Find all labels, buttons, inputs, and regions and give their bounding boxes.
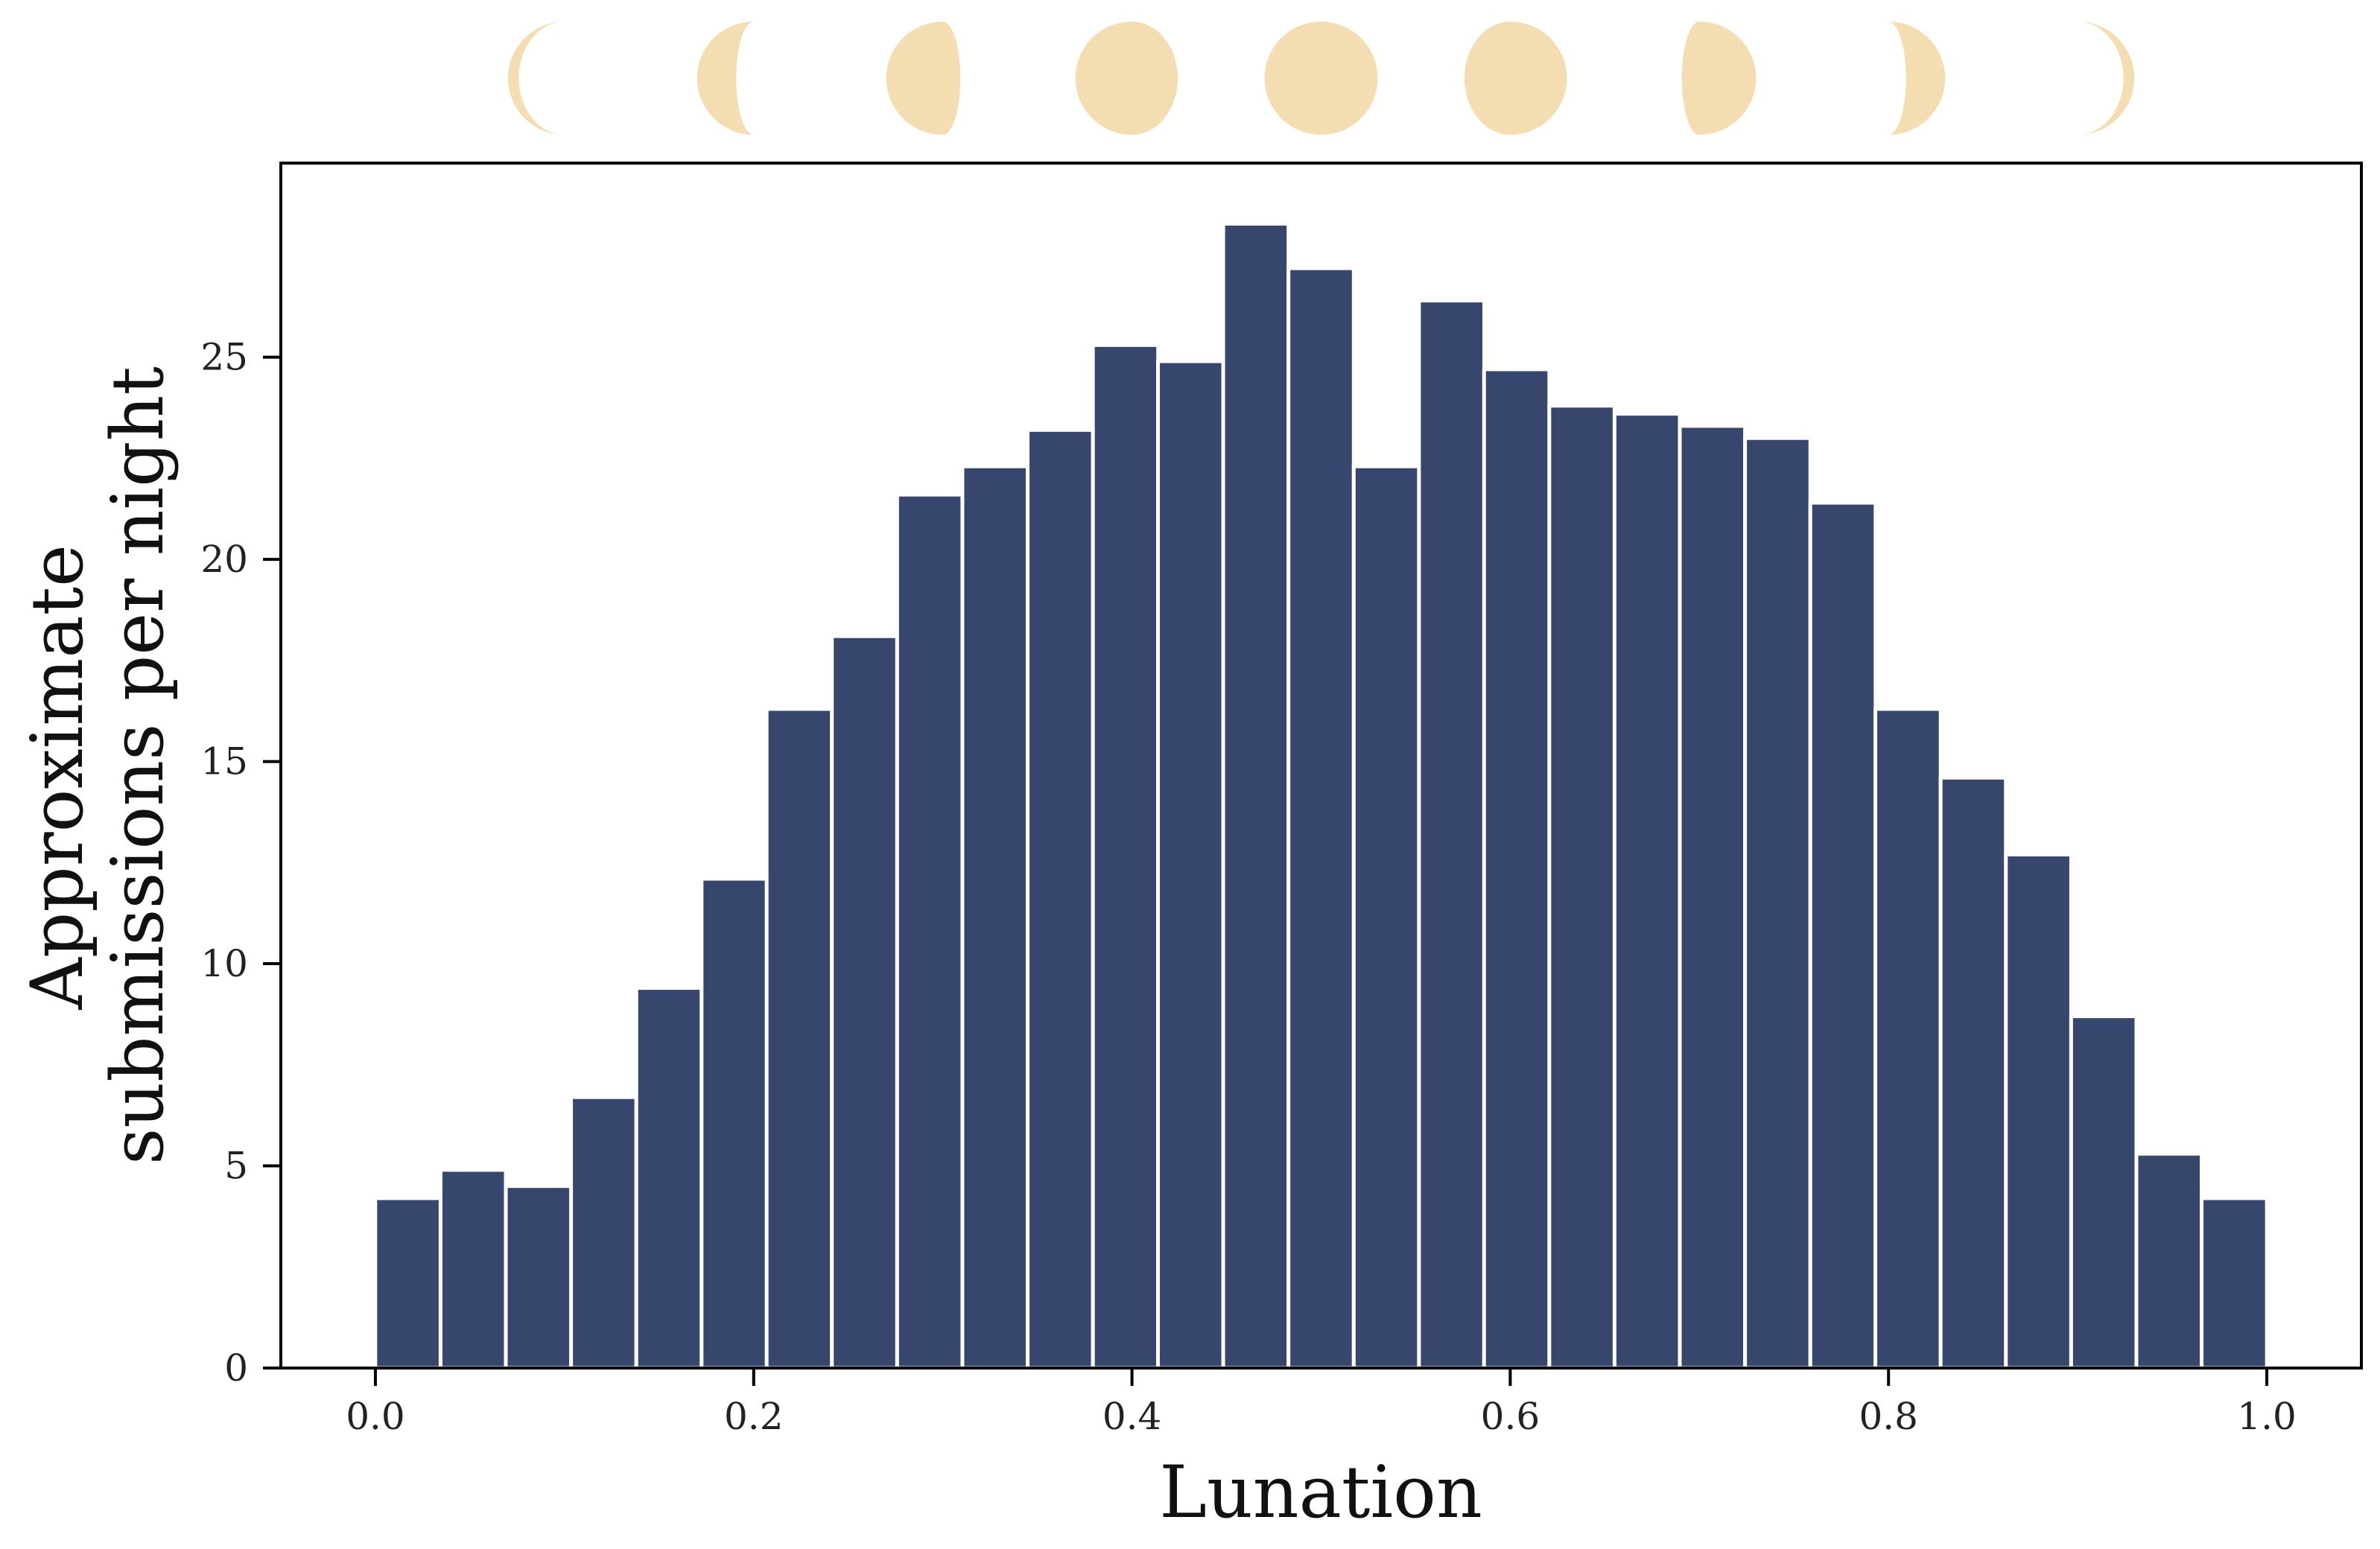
moon-phase-icon	[2078, 22, 2135, 135]
y-tick-label: 20	[200, 538, 248, 581]
moon-phase-icon	[886, 22, 961, 135]
x-tick-label: 0.6	[1481, 1395, 1540, 1438]
histogram-bar	[764, 707, 834, 1370]
x-tick-label: 0.4	[1102, 1395, 1162, 1438]
histogram-bar	[1351, 464, 1421, 1370]
histogram-bar	[2069, 1014, 2139, 1370]
histogram-bar	[1221, 221, 1291, 1370]
histogram-bar	[1417, 299, 1486, 1370]
histogram-bar	[634, 986, 704, 1370]
histogram-bar	[1026, 427, 1095, 1370]
moon-phase-icon	[2267, 22, 2324, 135]
histogram-bar	[438, 1168, 508, 1370]
y-axis-title-line-1: Approximate	[16, 544, 99, 1010]
y-tick-label: 10	[200, 942, 248, 985]
histogram-bar	[960, 464, 1030, 1370]
x-tick-label: 0.2	[724, 1395, 784, 1438]
y-tick-label: 15	[200, 740, 248, 783]
y-axis-ticks: 0 5 10 15 20 25	[200, 336, 281, 1390]
x-tick-label: 0.8	[1859, 1395, 1918, 1438]
plot-frame	[279, 162, 2363, 1370]
histogram-bar	[2134, 1151, 2204, 1370]
y-tick-label: 25	[200, 336, 248, 379]
moon-phase-icon	[1264, 22, 1378, 135]
y-axis-title-line-2: submissions per night	[96, 366, 180, 1165]
histogram-bar	[2004, 852, 2073, 1370]
moon-phase-icon	[1464, 22, 1567, 135]
moon-phase-icon	[1681, 22, 1757, 135]
x-tick-label: 1.0	[2237, 1395, 2297, 1438]
x-tick-label: 0.0	[346, 1395, 405, 1438]
histogram-bars	[373, 221, 2269, 1370]
histogram-bar	[830, 634, 899, 1370]
histogram-bar	[373, 1196, 442, 1370]
x-axis-ticks: 0.0 0.2 0.4 0.6 0.8 1.0	[346, 1368, 2297, 1438]
histogram-bar	[2200, 1196, 2269, 1370]
histogram-bar	[1156, 359, 1225, 1370]
histogram-bar	[569, 1095, 638, 1370]
moon-phase-icon	[318, 22, 375, 135]
y-tick-label: 0	[224, 1346, 248, 1390]
histogram-bar	[1091, 343, 1161, 1370]
moon-phase-strip	[318, 22, 2324, 135]
histogram-bar	[1873, 707, 1943, 1370]
moon-phase-icon	[696, 22, 754, 135]
moon-phase-icon	[1888, 22, 1946, 135]
histogram-bar	[1808, 500, 1878, 1370]
y-tick-label: 5	[224, 1145, 248, 1188]
histogram-bar	[1678, 424, 1748, 1370]
histogram-bar	[1547, 404, 1616, 1370]
histogram-bar	[699, 877, 769, 1370]
histogram-bar	[1743, 436, 1812, 1370]
histogram-bar	[1482, 367, 1552, 1370]
histogram-bar	[1612, 412, 1682, 1370]
x-axis-title: Lunation	[1159, 1451, 1482, 1534]
histogram-bar	[1938, 775, 2008, 1370]
histogram-bar	[1286, 266, 1356, 1370]
histogram-bar	[895, 492, 965, 1370]
y-axis-title: Approximate submissions per night	[16, 366, 180, 1165]
histogram-bar	[504, 1184, 574, 1370]
moon-phase-icon	[1075, 22, 1178, 135]
moon-phase-icon	[507, 22, 565, 135]
